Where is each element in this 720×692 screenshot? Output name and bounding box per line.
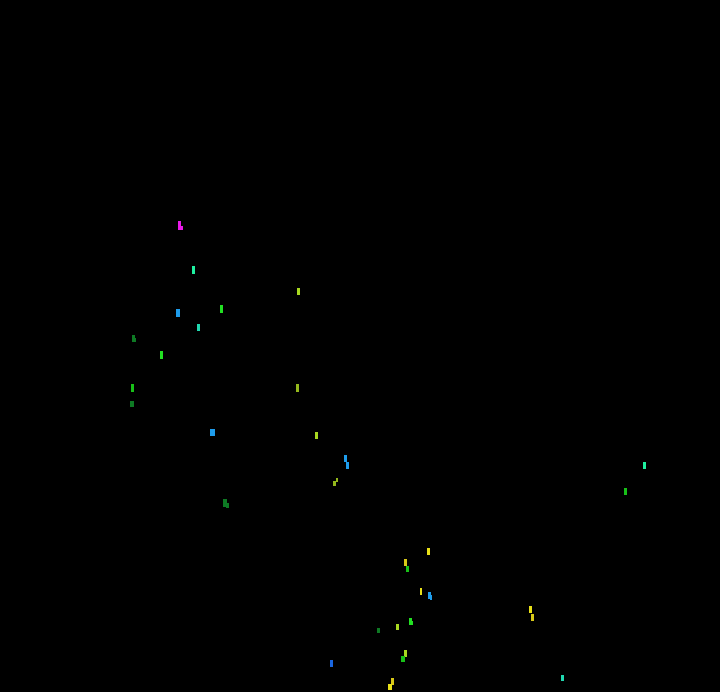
- marker-point: [401, 656, 405, 662]
- marker-point: [406, 566, 409, 572]
- marker-point: [220, 305, 223, 313]
- marker-point: [315, 432, 318, 439]
- marker-point: [428, 592, 431, 599]
- marker-point: [409, 618, 412, 625]
- marker-point: [420, 588, 422, 595]
- marker-point: [388, 684, 392, 690]
- marker-point: [197, 324, 200, 331]
- marker-point: [377, 628, 380, 633]
- marker-point: [226, 503, 229, 508]
- marker-point: [160, 351, 163, 359]
- marker-point: [134, 338, 136, 342]
- marker-point: [344, 455, 347, 462]
- marker-point: [404, 650, 407, 657]
- marker-point: [181, 226, 183, 230]
- marker-point: [561, 675, 564, 681]
- marker-point: [411, 621, 413, 625]
- marker-point: [192, 266, 195, 274]
- marker-point: [396, 624, 399, 630]
- marker-point: [297, 288, 300, 295]
- marker-point: [176, 309, 180, 317]
- marker-point: [404, 559, 407, 566]
- marker-point: [131, 384, 134, 392]
- marker-point: [430, 595, 432, 600]
- marker-point: [529, 606, 532, 613]
- marker-point: [333, 481, 336, 486]
- marker-point: [178, 221, 181, 230]
- marker-point: [223, 499, 227, 507]
- marker-point: [391, 678, 394, 685]
- marker-point: [643, 462, 646, 469]
- marker-point: [531, 614, 534, 621]
- marker-point: [130, 401, 134, 407]
- marker-point: [132, 335, 135, 342]
- marker-point: [330, 660, 333, 667]
- marker-point: [296, 384, 299, 392]
- marker-point: [624, 488, 627, 495]
- marker-point: [210, 429, 215, 436]
- marker-point: [346, 462, 349, 469]
- marker-point: [427, 548, 430, 555]
- marker-point: [336, 478, 338, 482]
